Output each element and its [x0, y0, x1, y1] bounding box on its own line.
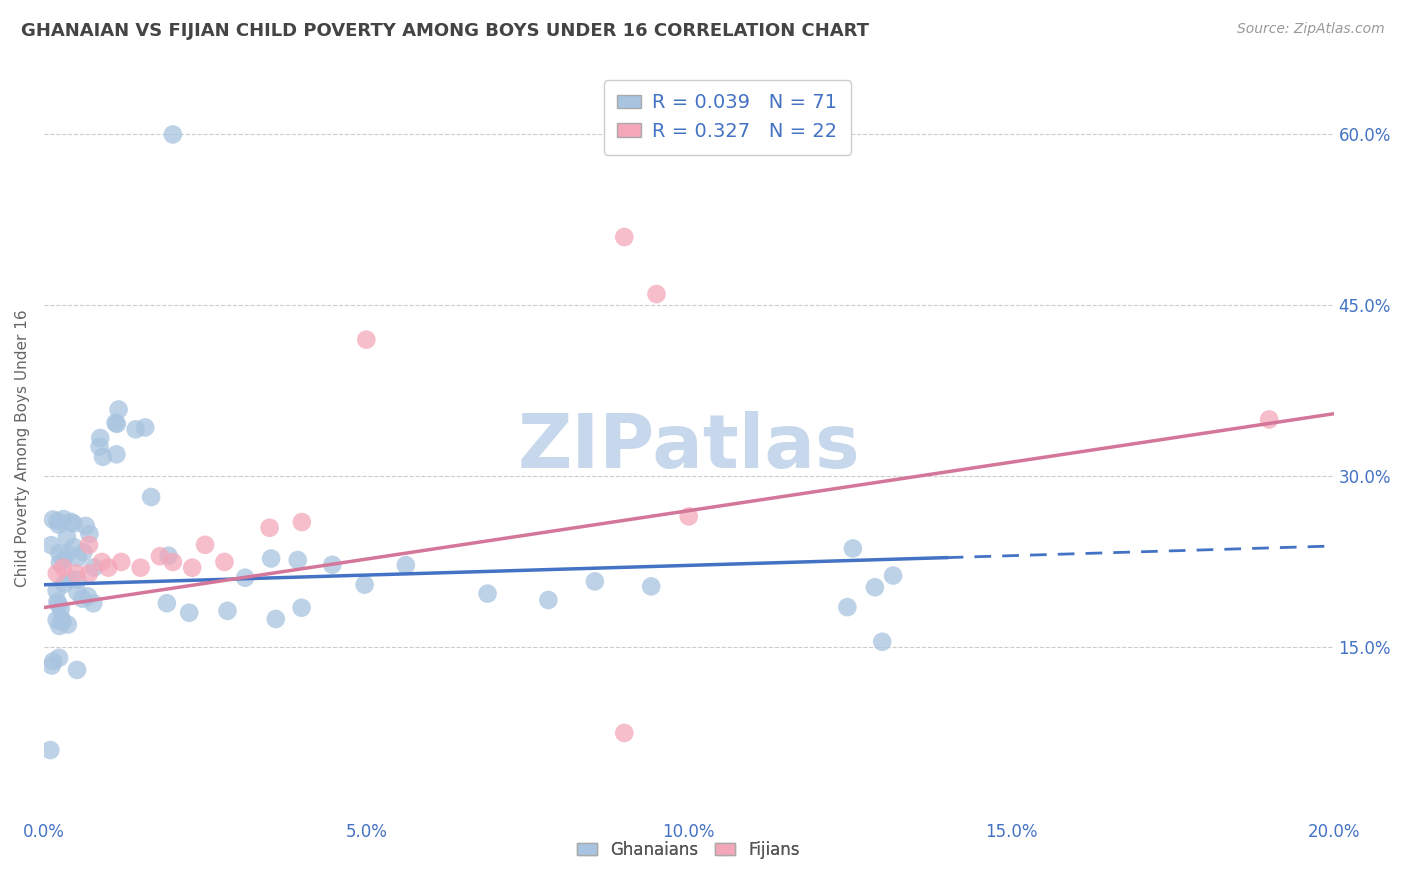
Point: [1258, 412, 1281, 426]
Point: [56, 530, 79, 544]
Point: [62, 516, 84, 531]
Point: [51, 612, 73, 626]
Point: [77, 590, 100, 604]
Point: [89, 431, 111, 445]
Point: [42, 512, 65, 526]
Point: [56, 617, 79, 632]
Point: [290, 600, 312, 615]
Point: [72, 545, 94, 559]
Point: [82, 596, 104, 610]
Point: [105, 417, 128, 431]
Point: [48, 598, 70, 612]
Point: [837, 600, 859, 615]
Point: [194, 538, 217, 552]
Point: [48, 517, 70, 532]
Point: [233, 571, 256, 585]
Point: [49, 555, 72, 569]
Point: [52, 553, 75, 567]
Point: [66, 663, 89, 677]
Point: [66, 573, 89, 587]
Point: [46, 594, 69, 608]
Point: [53, 577, 76, 591]
Point: [287, 553, 309, 567]
Point: [321, 558, 343, 572]
Point: [162, 555, 184, 569]
Point: [45, 613, 67, 627]
Point: [260, 551, 283, 566]
Point: [83, 560, 105, 574]
Point: [129, 560, 152, 574]
Point: [640, 579, 662, 593]
Point: [42, 655, 65, 669]
Point: [39, 743, 62, 757]
Point: [45, 583, 67, 598]
Point: [91, 450, 114, 464]
Point: [139, 490, 162, 504]
Point: [264, 612, 287, 626]
Point: [79, 526, 101, 541]
Point: [882, 568, 904, 582]
Point: [46, 514, 69, 528]
Point: [477, 587, 499, 601]
Point: [48, 546, 70, 560]
Point: [537, 593, 560, 607]
Point: [678, 509, 700, 524]
Point: [156, 596, 179, 610]
Point: [66, 550, 89, 565]
Point: [870, 634, 893, 648]
Point: [59, 572, 82, 586]
Point: [104, 416, 127, 430]
Point: [613, 726, 636, 740]
Point: [214, 555, 236, 569]
Point: [291, 515, 314, 529]
Point: [356, 333, 378, 347]
Point: [75, 519, 97, 533]
Point: [63, 540, 86, 554]
Point: [77, 566, 100, 581]
Point: [842, 541, 865, 556]
Point: [149, 549, 172, 564]
Point: [259, 521, 281, 535]
Point: [39, 538, 62, 552]
Point: [65, 566, 87, 581]
Point: [49, 601, 72, 615]
Point: [52, 560, 75, 574]
Point: [124, 422, 146, 436]
Point: [179, 606, 201, 620]
Point: [863, 580, 886, 594]
Point: [645, 287, 668, 301]
Point: [77, 538, 100, 552]
Point: [134, 420, 156, 434]
Point: [90, 555, 112, 569]
Point: [105, 447, 128, 461]
Y-axis label: Child Poverty Among Boys Under 16: Child Poverty Among Boys Under 16: [15, 310, 30, 587]
Point: [52, 615, 75, 629]
Point: [613, 230, 636, 244]
Point: [353, 577, 375, 591]
Point: [48, 650, 70, 665]
Point: [583, 574, 606, 589]
Text: ZIPatlas: ZIPatlas: [517, 411, 860, 484]
Text: Source: ZipAtlas.com: Source: ZipAtlas.com: [1237, 22, 1385, 37]
Point: [45, 566, 67, 581]
Point: [48, 619, 70, 633]
Point: [56, 547, 79, 561]
Point: [41, 658, 63, 673]
Point: [110, 555, 132, 569]
Point: [59, 515, 82, 529]
Point: [66, 585, 89, 599]
Point: [217, 604, 239, 618]
Point: [395, 558, 418, 573]
Legend: Ghanaians, Fijians: Ghanaians, Fijians: [571, 834, 807, 866]
Point: [162, 128, 184, 142]
Point: [97, 560, 120, 574]
Point: [107, 402, 129, 417]
Text: GHANAIAN VS FIJIAN CHILD POVERTY AMONG BOYS UNDER 16 CORRELATION CHART: GHANAIAN VS FIJIAN CHILD POVERTY AMONG B…: [21, 22, 869, 40]
Point: [157, 549, 180, 563]
Point: [181, 560, 204, 574]
Point: [52, 512, 75, 526]
Point: [72, 591, 94, 606]
Point: [89, 440, 111, 454]
